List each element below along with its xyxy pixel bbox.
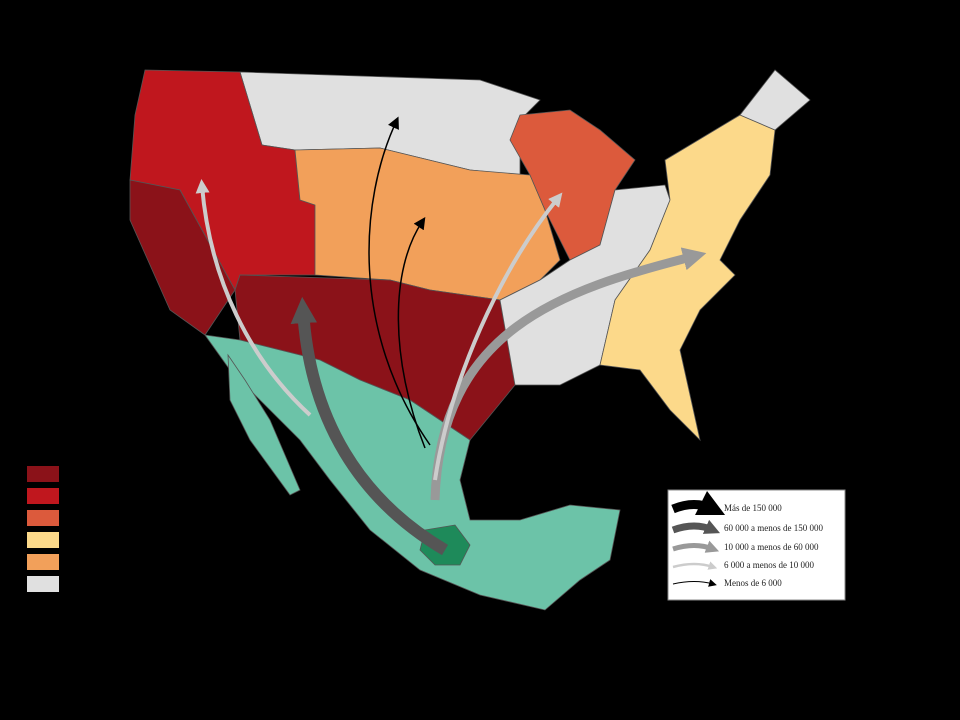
color-swatch [27,510,59,526]
color-swatch [27,488,59,504]
region-east-coast [599,114,776,442]
legend-label: 6 000 a menos de 10 000 [724,560,814,570]
baja-california [227,353,301,496]
color-swatch [27,576,59,592]
color-swatch [27,554,59,570]
legend-arrow [671,519,721,534]
color-swatch [27,466,59,482]
arrow-flow [433,192,563,481]
color-legend [27,466,59,592]
legend-label: Más de 150 000 [724,503,782,513]
flow-arrows [195,116,707,556]
legend-arrow [672,540,720,553]
flow-legend: Más de 150 000 60 000 a menos de 150 000… [667,489,846,601]
region-new-england [739,69,811,131]
legend-arrow [672,561,718,570]
arrow-flow [195,179,312,417]
arrow-flow [290,296,449,556]
legend-label: 60 000 a menos de 150 000 [724,523,823,533]
arrow-flow [368,116,431,446]
legend-label: Menos de 6 000 [724,578,782,588]
arrow-flow [397,217,426,449]
legend-label: 10 000 a menos de 60 000 [724,542,819,552]
mexico-mainland [204,334,621,611]
color-swatch [27,532,59,548]
legend-arrow [671,490,726,516]
legend-arrow [672,579,717,587]
mexico [204,334,621,611]
